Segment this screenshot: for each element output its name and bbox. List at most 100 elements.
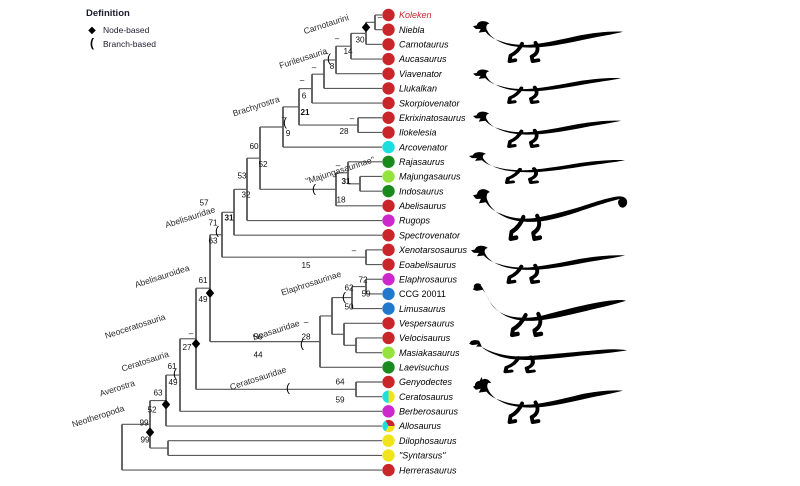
taxon-dot xyxy=(382,375,395,389)
support-value-above: – xyxy=(324,49,329,58)
clade-label: Noasauridae xyxy=(251,318,301,343)
clade-label: Abelisauroidea xyxy=(133,263,190,290)
taxon-dot xyxy=(382,111,395,124)
support-value-above: 56 xyxy=(253,333,263,342)
taxon-label: Dilophosaurus xyxy=(399,436,457,446)
legend-item-label: Branch-based xyxy=(103,39,156,49)
taxon-label: CCG 20011 xyxy=(399,289,446,299)
clade-label: Neoceratosauria xyxy=(104,312,167,341)
node-based-diamond-icon xyxy=(205,288,215,299)
support-value-above: – xyxy=(350,114,355,123)
taxon-dot xyxy=(382,331,395,345)
node-based-diamond-icon xyxy=(361,22,371,33)
node-based-diamond-icon xyxy=(161,399,171,410)
taxon-dot xyxy=(382,52,395,66)
taxon-label: Allosaurus xyxy=(398,421,442,431)
taxon-label: Berberosaurus xyxy=(399,407,459,417)
support-value-above: 99 xyxy=(139,418,149,427)
support-value-below: 59 xyxy=(335,395,345,404)
clade-label: "Majungasaurinae" xyxy=(304,154,376,186)
support-value-above: – xyxy=(312,63,317,72)
support-value-above: – xyxy=(300,76,305,85)
branch-based-paren-icon: ( xyxy=(300,337,304,351)
taxon-label: Rajasaurus xyxy=(399,157,445,167)
support-value-below: 31 xyxy=(224,213,234,222)
support-value-above: – xyxy=(189,329,194,338)
support-value-above: 63 xyxy=(153,389,163,398)
support-value-below: 28 xyxy=(339,127,349,136)
taxon-label: Herrerasaurus xyxy=(399,465,457,475)
legend-item-branch-based: ( Branch-based xyxy=(86,36,156,51)
taxon-dot xyxy=(382,434,395,447)
branch-based-paren-icon: ( xyxy=(312,181,316,195)
taxon-label: Rugops xyxy=(399,216,431,226)
taxon-label: Majungasaurus xyxy=(399,172,461,182)
taxon-dot xyxy=(382,184,395,198)
clade-label: Ceratosauria xyxy=(120,349,170,374)
taxon-label: Xenotarsosaurus xyxy=(398,245,468,255)
taxon-label: Masiakasaurus xyxy=(399,348,460,358)
taxon-label: Niebla xyxy=(399,25,425,35)
dinosaur-silhouette xyxy=(470,245,626,285)
dinosaur-silhouette xyxy=(469,152,625,184)
taxon-dot xyxy=(382,23,395,36)
taxon-dot xyxy=(382,82,395,95)
support-value-below: 49 xyxy=(168,378,178,387)
support-value-above: 62 xyxy=(344,284,354,293)
taxon-dot xyxy=(382,38,395,51)
clade-label: Neotheropoda xyxy=(71,403,126,429)
branch-based-paren-icon: ( xyxy=(327,51,331,65)
taxon-label: Carnotaurus xyxy=(399,40,449,50)
taxon-dot xyxy=(382,199,395,213)
support-value-above: 72 xyxy=(358,276,368,285)
support-value-below: 49 xyxy=(198,295,208,304)
taxon-label: Eoabelisaurus xyxy=(399,260,457,270)
dinosaur-silhouette xyxy=(472,69,622,104)
taxon-label: Arcovenator xyxy=(398,142,449,152)
legend-title: Definition xyxy=(86,8,130,19)
support-value-above: 61 xyxy=(198,276,208,285)
taxon-label: Llukalkan xyxy=(399,84,437,94)
support-value-below: 18 xyxy=(336,195,346,204)
taxon-label: "Syntarsus" xyxy=(399,451,446,461)
support-value-above: – xyxy=(282,113,287,122)
taxon-label: Koleken xyxy=(399,10,432,20)
dinosaur-silhouette xyxy=(472,189,628,241)
node-based-diamond-icon xyxy=(145,427,155,438)
support-value-below: 31 xyxy=(341,177,351,186)
support-value-above: 64 xyxy=(335,377,345,386)
legend-item-label: Node-based xyxy=(103,25,150,35)
taxon-label: Laevisuchus xyxy=(399,363,450,373)
support-value-below: 28 xyxy=(301,332,311,341)
taxon-dot xyxy=(382,67,395,80)
branch-based-paren-icon: ( xyxy=(283,115,287,129)
taxon-dot xyxy=(382,126,395,139)
support-value-below: 14 xyxy=(343,47,353,56)
taxon-dot xyxy=(382,449,395,462)
support-value-above: – xyxy=(352,246,357,255)
taxon-dot xyxy=(382,390,395,403)
support-value-below: 99 xyxy=(140,435,150,444)
taxon-dot xyxy=(382,287,395,301)
branch-based-paren-icon: ( xyxy=(286,380,290,394)
clade-label: Ceratosauridae xyxy=(229,364,288,392)
dinosaur-silhouette xyxy=(472,283,627,338)
taxon-label: Genyodectes xyxy=(399,377,453,387)
taxon-dot xyxy=(382,346,395,359)
taxon-label: Ekrixinatosaurus xyxy=(399,113,466,123)
branch-based-paren-icon: ( xyxy=(90,36,94,50)
support-value-below: 59 xyxy=(361,290,371,299)
dinosaur-silhouette xyxy=(472,111,622,149)
node-based-diamond-icon: ◆ xyxy=(88,24,96,36)
taxon-dot xyxy=(382,96,395,110)
taxon-dot xyxy=(382,214,395,227)
taxon-label: Abelisaurus xyxy=(398,201,447,211)
support-value-below: 30 xyxy=(355,35,365,44)
taxon-label: Indosaurus xyxy=(399,186,444,196)
dinosaur-silhouette xyxy=(472,21,624,64)
taxon-dot xyxy=(382,8,395,22)
support-value-above: 53 xyxy=(237,171,247,180)
clade-label: Brachyrostra xyxy=(231,94,281,119)
